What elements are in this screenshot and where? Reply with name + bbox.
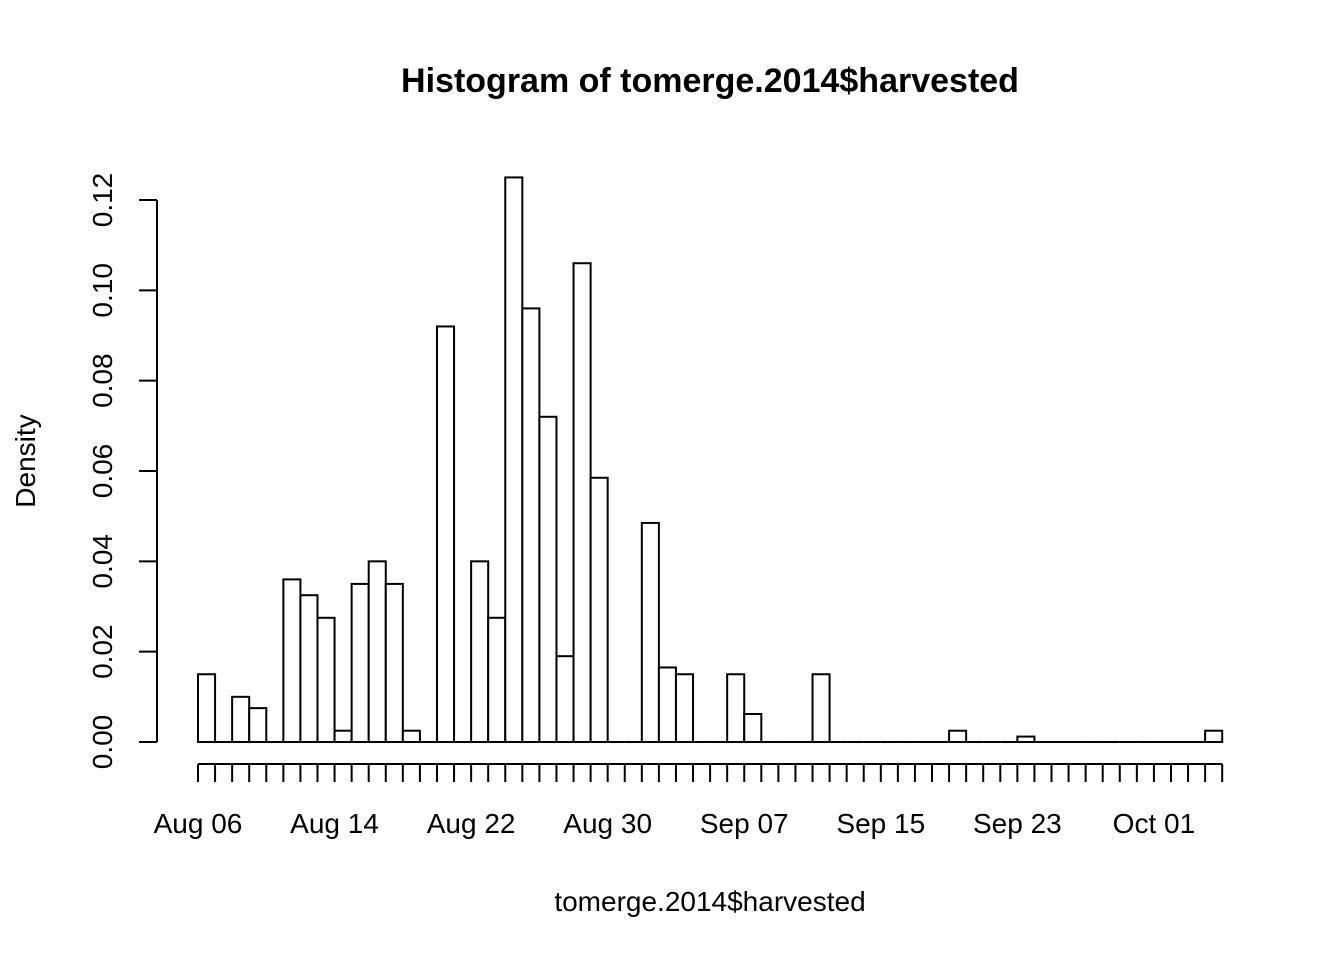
x-tick-label: Oct 01: [1113, 808, 1195, 839]
histogram-bar: [657, 666, 677, 743]
histogram-bar: [384, 582, 404, 744]
x-tick-label: Aug 06: [154, 808, 243, 839]
histogram-bar: [248, 707, 268, 743]
histogram-bar: [487, 616, 507, 744]
histogram-bar: [726, 673, 746, 743]
y-tick-label: 0.02: [87, 624, 118, 679]
histogram-bar: [572, 262, 592, 743]
histogram-bar: [282, 578, 302, 744]
histogram-bar: [197, 673, 217, 743]
histogram-bar: [401, 729, 421, 743]
y-tick-label: 0.10: [87, 263, 118, 318]
histogram-bar: [538, 415, 558, 743]
histogram-bar: [1204, 729, 1224, 743]
x-axis-label: tomerge.2014$harvested: [554, 886, 865, 917]
histogram-bar: [555, 655, 575, 744]
histogram-bar: [589, 476, 609, 743]
histogram-bar: [521, 307, 541, 743]
histogram-bar: [948, 729, 968, 743]
bars-group: [197, 176, 1224, 744]
x-tick-label: Sep 23: [973, 808, 1062, 839]
y-tick-label: 0.12: [87, 173, 118, 228]
histogram-bar: [470, 560, 490, 743]
x-tick-label: Aug 30: [563, 808, 652, 839]
x-axis: Aug 06 Aug 14 Aug 22 Aug 30 Sep 07 Sep 15 Sep …: [154, 763, 1224, 839]
y-tick-label: 0.08: [87, 353, 118, 408]
y-axis-label: Density: [10, 414, 41, 507]
y-tick-label: 0.06: [87, 444, 118, 499]
histogram-bar: [299, 594, 319, 743]
histogram-bar: [743, 712, 763, 743]
y-axis: 0.00 0.02 0.04 0.06 0.08 0.10 0.12: [87, 173, 158, 770]
histogram-bar: [435, 325, 456, 743]
histogram-bar: [316, 616, 336, 744]
histogram-bar: [674, 673, 695, 743]
histogram-bar: [640, 521, 660, 743]
x-tick-label: Aug 14: [290, 808, 379, 839]
histogram-bar: [367, 560, 387, 743]
histogram-bar: [350, 582, 370, 744]
x-tick-label: Aug 22: [427, 808, 516, 839]
y-tick-label: 0.04: [87, 534, 118, 589]
x-tick-label: Sep 15: [836, 808, 925, 839]
x-tick-label: Sep 07: [700, 808, 789, 839]
histogram-bar: [811, 673, 831, 743]
histogram-bar: [1016, 735, 1036, 744]
y-tick-label: 0.00: [87, 715, 118, 770]
histogram-bar: [333, 729, 353, 743]
histogram-bar: [504, 176, 524, 743]
chart-title: Histogram of tomerge.2014$harvested: [401, 62, 1019, 100]
histogram-bar: [231, 695, 251, 743]
